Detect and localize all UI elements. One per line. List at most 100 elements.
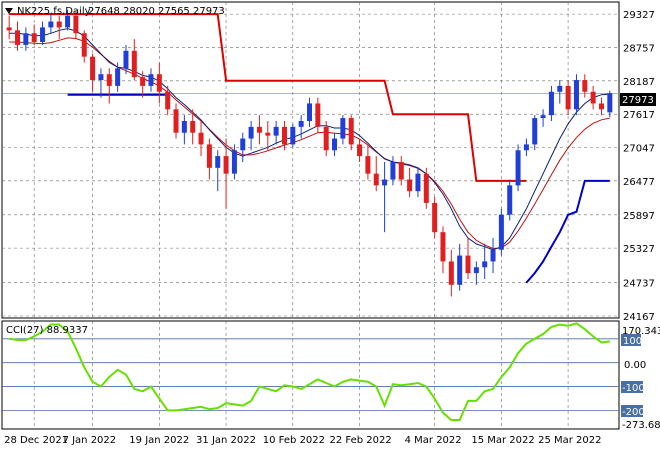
candle-body: [240, 138, 246, 151]
lower-band-line: [525, 179, 610, 284]
cci-min-label: -273.6804: [622, 420, 660, 431]
candle-body: [498, 214, 504, 250]
candle-body: [273, 126, 279, 136]
candlesticks: [6, 9, 613, 297]
candle-body: [482, 261, 488, 268]
candle-body: [290, 126, 296, 145]
candle-body: [323, 126, 329, 151]
candle-body: [515, 150, 521, 186]
candle-body: [265, 132, 271, 136]
candle-body: [40, 27, 46, 43]
candle-body: [415, 173, 421, 192]
candle-body: [573, 80, 579, 110]
price-tick-label: 27047: [623, 144, 655, 155]
time-tick-label: 31 Jan 2022: [196, 435, 256, 446]
candle-body: [190, 121, 196, 133]
candle-body: [23, 33, 29, 45]
cci-line: [9, 322, 610, 421]
candle-body: [56, 21, 62, 28]
upper-band-line: [9, 13, 527, 182]
cci-100-label: 100: [623, 336, 642, 347]
symbol-label: NK225.fs,Daily: [17, 6, 91, 17]
candle-body: [98, 74, 104, 81]
candle-body: [590, 91, 596, 104]
candle-body: [465, 255, 471, 274]
price-tick-label: 27617: [623, 110, 655, 121]
candle-body: [532, 118, 538, 145]
candle-body: [140, 77, 146, 86]
candle-body: [90, 56, 96, 81]
moving-average-lines: [9, 28, 610, 251]
cci-title: CCI(27) 88.9337: [6, 325, 88, 336]
candle-body: [31, 33, 37, 43]
candle-body: [598, 103, 604, 110]
candle-body: [298, 121, 304, 127]
candle-body: [448, 261, 454, 285]
price-tick-label: 28757: [623, 43, 655, 54]
price-tick-label: 28187: [623, 77, 655, 88]
candle-body: [432, 202, 438, 233]
price-tick-label: 29327: [623, 10, 655, 21]
candle-body: [206, 144, 212, 168]
time-tick-label: 28 Dec 2021: [4, 435, 68, 446]
candle-body: [148, 74, 154, 86]
candle-body: [173, 109, 179, 133]
time-tick-label: 25 Mar 2022: [538, 435, 601, 446]
time-tick-label: 19 Jan 2022: [129, 435, 189, 446]
candle-body: [223, 156, 229, 174]
candle-body: [65, 15, 71, 28]
candle-body: [473, 267, 479, 274]
collapse-triangle-icon[interactable]: [5, 8, 13, 14]
candle-body: [215, 156, 221, 168]
candle-body: [156, 74, 162, 92]
candle-body: [15, 30, 21, 45]
price-tick-label: 25897: [623, 211, 655, 222]
candle-body: [123, 50, 129, 69]
candle-body: [565, 85, 571, 110]
candle-body: [490, 249, 496, 262]
time-tick-label: 22 Feb 2022: [330, 435, 392, 446]
candle-body: [131, 50, 137, 78]
candle-body: [548, 91, 554, 116]
candle-body: [106, 74, 112, 86]
candle-body: [165, 91, 171, 110]
cci-axis: 170.3435 0.00 -273.6804 100 -100 -200: [621, 326, 660, 431]
candle-body: [457, 255, 463, 285]
candle-body: [557, 85, 563, 92]
time-tick-label: 15 Mar 2022: [471, 435, 534, 446]
cci-pane[interactable]: [1, 320, 620, 430]
last-price-label: 27973: [622, 95, 654, 106]
candle-body: [582, 80, 588, 92]
candle-body: [607, 93, 613, 113]
candle-body: [6, 27, 12, 31]
slow-ma-line: [9, 37, 610, 250]
candle-body: [340, 118, 346, 139]
candle-body: [115, 68, 121, 86]
candle-body: [440, 232, 446, 262]
candle-body: [540, 115, 546, 119]
candle-body: [332, 138, 338, 151]
candle-body: [357, 144, 363, 157]
cci-level-lines: [2, 338, 619, 411]
candle-body: [198, 132, 204, 145]
candle-body: [48, 21, 54, 28]
band-lines: [9, 13, 610, 284]
cci-minus100-label: -100: [622, 383, 645, 394]
price-tick-label: 24167: [623, 312, 655, 323]
time-tick-label: 7 Jan 2022: [63, 435, 117, 446]
candle-body: [423, 173, 429, 203]
time-tick-label: 4 Mar 2022: [405, 435, 462, 446]
candle-body: [348, 118, 354, 145]
candle-body: [73, 15, 79, 34]
candle-body: [231, 150, 237, 174]
candle-body: [248, 126, 254, 139]
candle-body: [523, 144, 529, 151]
ohlc-values: 27648 28020 27565 27973: [88, 6, 225, 17]
cci-minus200-label: -200: [622, 407, 645, 418]
candle-body: [390, 161, 396, 180]
grid-lines: [2, 2, 619, 429]
fast-ma-line: [9, 28, 610, 251]
candle-body: [315, 103, 321, 127]
